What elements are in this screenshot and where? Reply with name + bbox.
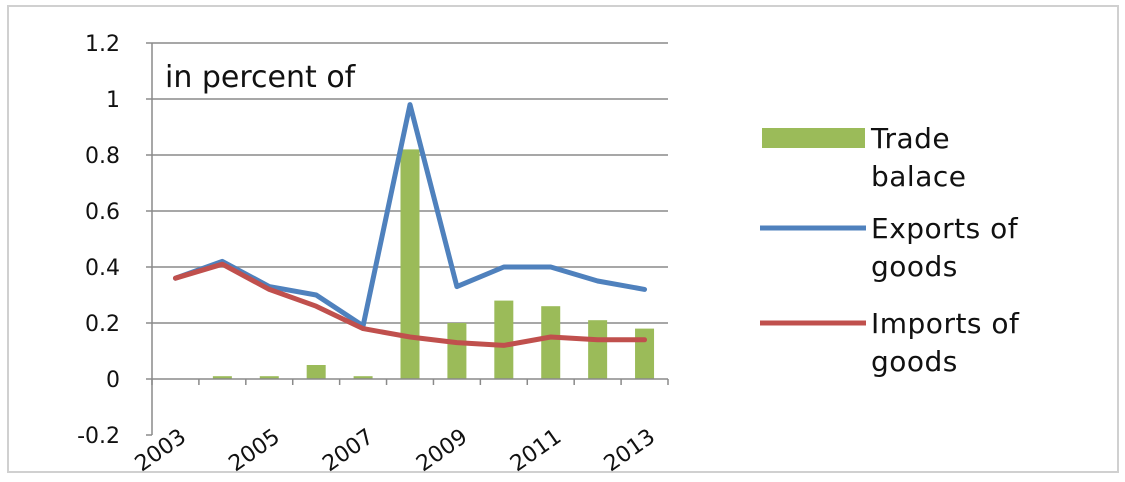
bar xyxy=(400,149,420,379)
y-tick-label: -0.2 xyxy=(77,424,120,449)
legend-swatch xyxy=(762,128,865,148)
legend-label: balace xyxy=(871,160,967,193)
y-tick-label: 0.8 xyxy=(85,144,120,169)
series-line xyxy=(172,261,648,348)
y-tick-label: 0.2 xyxy=(85,312,120,337)
bar xyxy=(447,323,467,379)
y-tick-label: 0.4 xyxy=(85,256,120,281)
legend-label: Imports of xyxy=(871,307,1020,340)
chart-border xyxy=(7,5,1119,473)
y-tick-label: 1.2 xyxy=(85,32,120,57)
legend: Trade balace Exports of goods Imports of good… xyxy=(760,122,1020,378)
bar xyxy=(588,320,608,379)
chart-annotation: in percent of xyxy=(165,60,357,95)
bar xyxy=(541,306,561,379)
bar xyxy=(306,365,326,379)
bar xyxy=(635,328,655,379)
y-tick-label: 0.6 xyxy=(85,200,120,225)
bar xyxy=(353,376,373,379)
y-tick-labels: 1.2 1 0.8 0.6 0.4 0.2 0 -0.2 xyxy=(77,32,120,449)
legend-label: Exports of xyxy=(871,212,1019,245)
axes xyxy=(146,42,669,436)
y-tick-label: 1 xyxy=(106,88,120,113)
y-tick-label: 0 xyxy=(106,368,120,393)
legend-label: goods xyxy=(871,250,958,283)
series-lines xyxy=(172,102,648,348)
bar xyxy=(259,376,279,379)
bar xyxy=(494,300,514,379)
trade-balance-bars xyxy=(165,149,655,380)
legend-label: goods xyxy=(871,345,958,378)
bar xyxy=(212,376,232,379)
legend-label: Trade xyxy=(870,122,950,155)
